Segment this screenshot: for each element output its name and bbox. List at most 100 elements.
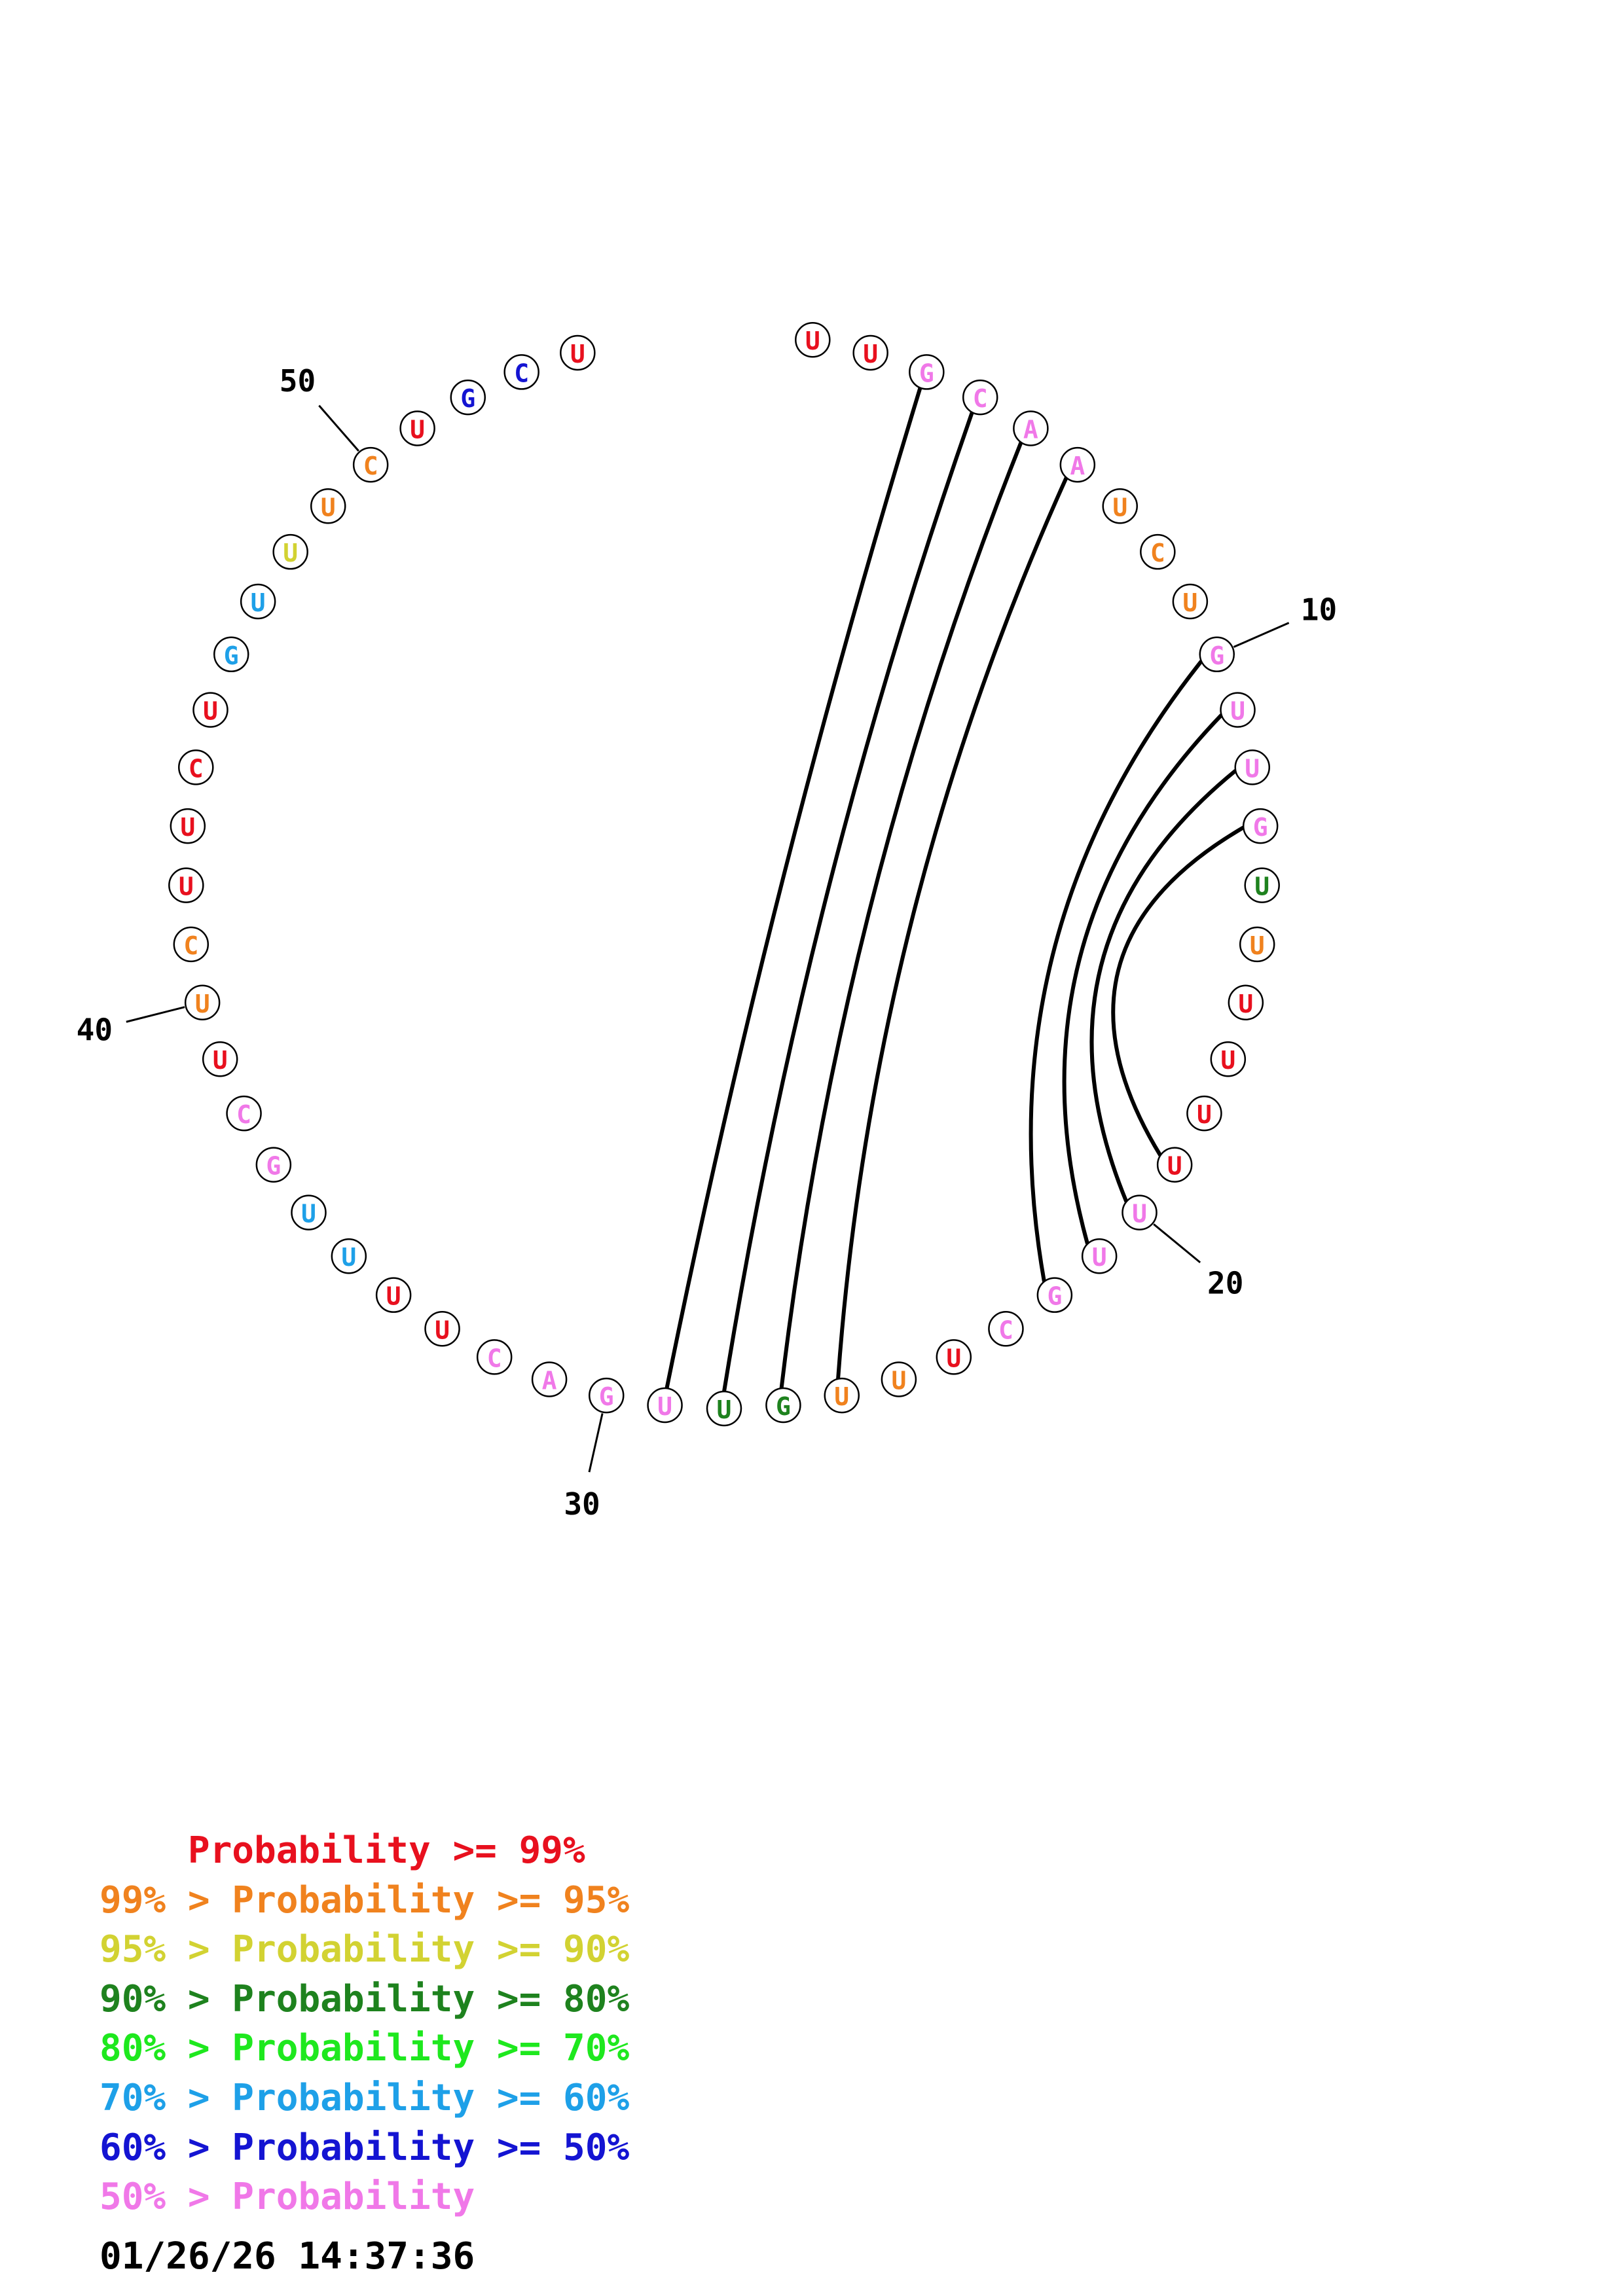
nucleotide-circle (184, 984, 221, 1021)
pair-arc-5-27 (779, 441, 1023, 1389)
nucleotide-47: U (240, 583, 276, 620)
nucleotide-34: U (375, 1277, 412, 1313)
nucleotide-letter: U (341, 1243, 356, 1272)
legend-text: Probability >= 70% (232, 2027, 630, 2070)
legend-text: Probability >= 60% (232, 2076, 630, 2119)
nucleotide-circle (310, 488, 346, 524)
nucleotide-30: G (588, 1377, 625, 1414)
nucleotide-26: U (824, 1377, 860, 1414)
tick-line-20 (1153, 1223, 1201, 1264)
legend-text: Probability (232, 2176, 475, 2219)
legend-prefix: 60% > (100, 2126, 232, 2169)
nucleotide-letter: U (1220, 1046, 1235, 1075)
nucleotide-5: A (1013, 410, 1049, 446)
legend-text: Probability >= 90% (232, 1928, 630, 1971)
nucleotide-13: G (1242, 808, 1279, 844)
nucleotide-circle (213, 636, 249, 673)
nucleotide-letter: U (570, 340, 585, 368)
nucleotide-circle (531, 1361, 568, 1397)
nucleotide-circle (1220, 692, 1256, 728)
nucleotide-letter: U (657, 1392, 672, 1421)
tick-line-10 (1233, 622, 1290, 648)
nucleotide-ring: U UGCAAUCUGUUGUUUUUUUUGCUUUGUUGACUUUUGCUU… (168, 321, 1280, 1427)
tick-label-10: 10 (1301, 592, 1337, 628)
legend-row: 70% > Probability >= 60% (100, 2073, 629, 2123)
nucleotide-circle (988, 1311, 1024, 1347)
legend-row: 80% > Probability >= 70% (100, 2024, 629, 2073)
nucleotide-44: C (177, 749, 214, 785)
nucleotide-31: A (531, 1361, 568, 1397)
nucleotide-25: U (881, 1361, 917, 1397)
legend-text: Probability >= 50% (232, 2126, 630, 2169)
pair-arcs (665, 387, 1245, 1392)
nucleotide-33: U (424, 1311, 460, 1347)
nucleotide-24: U (936, 1339, 972, 1375)
nucleotide-letter: G (460, 384, 475, 413)
nucleotide-23: C (988, 1311, 1024, 1347)
nucleotide-10: G (1199, 636, 1235, 673)
nucleotide-letter: C (998, 1316, 1013, 1344)
nucleotide-letter: U (805, 327, 820, 355)
tick-marks: 10 20 30 40 50 (77, 363, 1337, 1522)
legend-row: 90% > Probability >= 80% (100, 1975, 629, 2024)
nucleotide-circle (647, 1387, 683, 1424)
nucleotide-39: U (202, 1041, 238, 1077)
nucleotide-letter: G (1047, 1282, 1062, 1311)
nucleotide-32: C (476, 1339, 513, 1375)
nucleotide-letter: U (435, 1316, 450, 1344)
nucleotide-14: U (1244, 867, 1280, 903)
tick-label-20: 20 (1207, 1266, 1243, 1301)
nucleotide-letter: G (599, 1382, 614, 1411)
nucleotide-letter: U (179, 872, 194, 901)
nucleotide-51: U (399, 410, 435, 446)
pair-arc-10-22 (1029, 660, 1203, 1282)
legend-text: Probability >= 80% (232, 1977, 630, 2020)
nucleotide-circle (202, 1041, 238, 1077)
pair-arc-4-28 (722, 411, 974, 1392)
nucleotide-8: C (1140, 533, 1176, 570)
nucleotide-letter: C (183, 931, 198, 960)
nucleotide-letter: U (1092, 1243, 1107, 1272)
legend-row: 95% > Probability >= 90% (100, 1925, 629, 1975)
tick-label-40: 40 (77, 1013, 113, 1048)
nucleotide-45: U (192, 692, 228, 728)
nucleotide-letter: C (487, 1344, 502, 1372)
nucleotide-circle (1036, 1277, 1073, 1313)
nucleotide-letter: G (266, 1152, 281, 1181)
nucleotide-circle (588, 1377, 625, 1414)
nucleotide-11: U (1220, 692, 1256, 728)
nucleotide-circle (291, 1194, 327, 1230)
nucleotide-43: U (170, 808, 206, 844)
nucleotide-letter: U (1250, 931, 1265, 960)
pair-arc-3-29 (665, 387, 922, 1389)
nucleotide-circle (706, 1390, 742, 1427)
nucleotide-letter: C (363, 452, 378, 480)
pair-arc-6-26 (836, 476, 1068, 1379)
nucleotide-49: U (310, 488, 346, 524)
nucleotide-letter: U (283, 539, 298, 567)
nucleotide-letter: U (1254, 872, 1269, 901)
nucleotide-letter: G (1209, 641, 1224, 670)
nucleotide-circle (1172, 583, 1209, 620)
nucleotide-letter: U (1182, 588, 1197, 617)
nucleotide-letter: C (189, 754, 204, 783)
nucleotide-circle (795, 321, 831, 358)
nucleotide-circle (1199, 636, 1235, 673)
nucleotide-letter: U (1245, 754, 1260, 783)
nucleotide-circle (1102, 488, 1139, 524)
nucleotide-letter: U (251, 588, 266, 617)
tick-line-30 (588, 1413, 604, 1473)
nucleotide-letter: G (776, 1392, 791, 1421)
nucleotide-letter: C (514, 359, 529, 387)
nucleotide-circle (226, 1095, 262, 1132)
nucleotide-29: U (647, 1387, 683, 1424)
legend-prefix: 90% > (100, 1977, 232, 2020)
legend-prefix: 95% > (100, 1928, 232, 1971)
nucleotide-20: U (1122, 1194, 1158, 1230)
nucleotide-18: U (1186, 1095, 1222, 1132)
nucleotide-letter: U (195, 990, 210, 1018)
nucleotide-circle (881, 1361, 917, 1397)
nucleotide-22: G (1036, 1277, 1073, 1313)
timestamp: 01/26/26 14:37:36 (100, 2235, 475, 2278)
